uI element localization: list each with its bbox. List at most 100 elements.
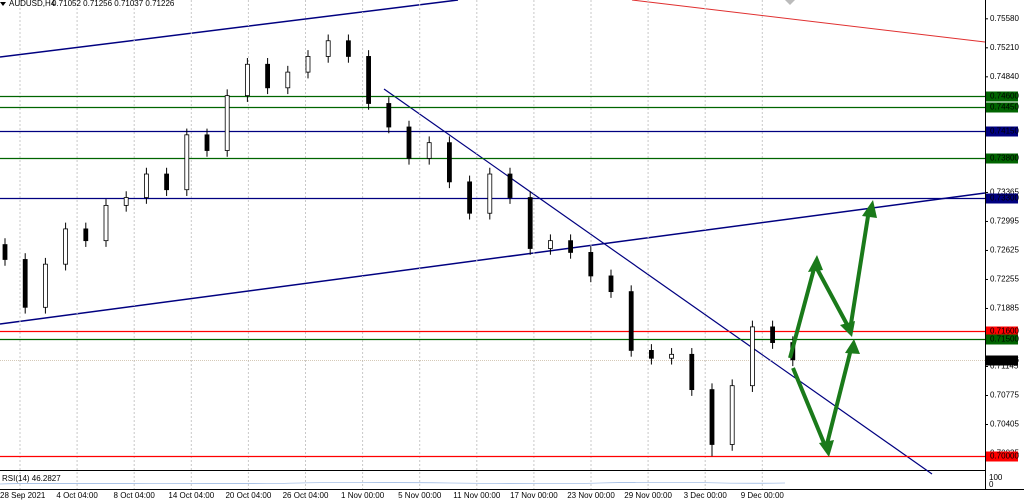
level-label: 0.74150: [990, 127, 1019, 136]
y-tick-label: 0.70405: [990, 420, 1019, 429]
level-label: 0.74450: [990, 103, 1019, 112]
candle-body: [446, 142, 452, 183]
candle-body: [285, 71, 291, 89]
x-tick-label: 26 Oct 04:00: [283, 491, 329, 500]
trendline: [0, 0, 459, 58]
level-label-bg: [986, 91, 1018, 102]
candle-body: [568, 240, 573, 253]
candle-body: [43, 263, 48, 308]
marker: [785, 0, 795, 5]
x-tick-label: 17 Nov 00:00: [510, 491, 558, 500]
arrowheads: [808, 200, 877, 457]
level-label-bg: [986, 355, 1018, 366]
candle-body: [224, 95, 230, 151]
level-label-bg: [986, 102, 1018, 113]
x-tick-label: 3 Dec 00:00: [684, 491, 728, 500]
candle-body: [22, 259, 28, 308]
candle-body: [709, 389, 715, 445]
candle-body: [366, 56, 372, 104]
trendline: [631, 0, 986, 43]
rsi-scale-label: 0: [989, 480, 994, 489]
candle-body: [63, 228, 68, 265]
y-tick-label: 0.72255: [990, 275, 1019, 284]
menu-arrow[interactable]: [0, 2, 6, 6]
arrowhead: [862, 200, 877, 218]
arrowhead: [840, 321, 855, 337]
candle-body: [2, 244, 8, 260]
x-tick-label: 4 Oct 04:00: [56, 491, 98, 500]
level-label-bg: [986, 126, 1018, 137]
candle-body: [487, 173, 493, 214]
candle-body: [204, 134, 210, 151]
level-label-bg: [986, 153, 1018, 164]
candle-body: [244, 63, 250, 97]
level-label: 0.73300: [990, 194, 1019, 203]
candle-body: [608, 275, 614, 293]
level-label-bg: [986, 193, 1018, 204]
level-label: 0.74600: [990, 92, 1019, 101]
x-tick-label: 5 Nov 00:00: [398, 491, 442, 500]
y-tick-label: 0.73365: [990, 188, 1019, 197]
level-label: 0.71500: [990, 335, 1019, 344]
candle-body: [467, 181, 473, 214]
candle-body: [669, 353, 674, 359]
rsi-line: [0, 482, 786, 485]
x-tick-label: 14 Oct 04:00: [168, 491, 214, 500]
candle-body: [305, 56, 311, 73]
y-tick-label: 0.72995: [990, 217, 1019, 226]
candle-body: [729, 385, 735, 445]
x-tick-label: 11 Nov 00:00: [453, 491, 501, 500]
y-tick-label: 0.72625: [990, 246, 1019, 255]
rsi-scale-label: 100: [989, 473, 1003, 482]
candle-body: [265, 63, 271, 89]
x-tick-label: 28 Sep 2021: [0, 491, 46, 500]
candle-body: [325, 40, 331, 57]
header-symbol: AUDUSD,H4: [9, 0, 56, 8]
x-tick-label: 20 Oct 04:00: [225, 491, 271, 500]
candle-body: [588, 252, 594, 277]
arrowhead: [845, 339, 860, 354]
trendline: [383, 88, 933, 475]
level-label-bg: [986, 326, 1018, 337]
arrow-path: [788, 209, 871, 359]
candle-body: [548, 240, 553, 249]
level-label-bg: [986, 334, 1018, 345]
y-tick-label: 0.70775: [990, 391, 1019, 400]
arrowhead: [819, 440, 834, 457]
candle-body: [406, 126, 412, 159]
y-tick-label: 0.75580: [990, 14, 1019, 23]
candle-body: [123, 197, 129, 206]
level-label: 0.70000: [990, 452, 1019, 461]
x-tick-label: 8 Oct 04:00: [114, 491, 156, 500]
header-quote: 0.71052 0.71256 0.71037 0.71226: [52, 0, 175, 8]
x-tick-label: 9 Dec 00:00: [741, 491, 785, 500]
candle-body: [164, 173, 170, 191]
candle-body: [426, 142, 432, 159]
y-tick-label: 0.75210: [990, 43, 1019, 52]
candle-body: [184, 134, 190, 191]
candle-body: [649, 350, 654, 359]
x-tick-label: 1 Nov 00:00: [341, 491, 385, 500]
candle-body: [628, 291, 634, 351]
candle-body: [386, 103, 392, 128]
y-tick-label: 0.71145: [990, 362, 1019, 371]
level-label: 0.71600: [990, 327, 1019, 336]
candle-body: [507, 173, 513, 198]
level-label: 0.71226: [990, 356, 1019, 365]
candle-body: [689, 353, 695, 391]
candle-body: [345, 40, 351, 57]
candle-body: [527, 197, 533, 249]
candle-body: [750, 326, 755, 387]
candle-body: [103, 204, 109, 242]
x-tick-label: 29 Nov 00:00: [624, 491, 672, 500]
rsi-title: RSI(14) 46.2827: [2, 474, 61, 483]
x-tick-label: 23 Nov 00:00: [567, 491, 615, 500]
level-label: 0.73800: [990, 154, 1019, 163]
trendline: [0, 192, 986, 325]
candle-body: [143, 173, 149, 198]
y-tick-label: 0.74840: [990, 72, 1019, 81]
candle-body: [83, 228, 89, 242]
